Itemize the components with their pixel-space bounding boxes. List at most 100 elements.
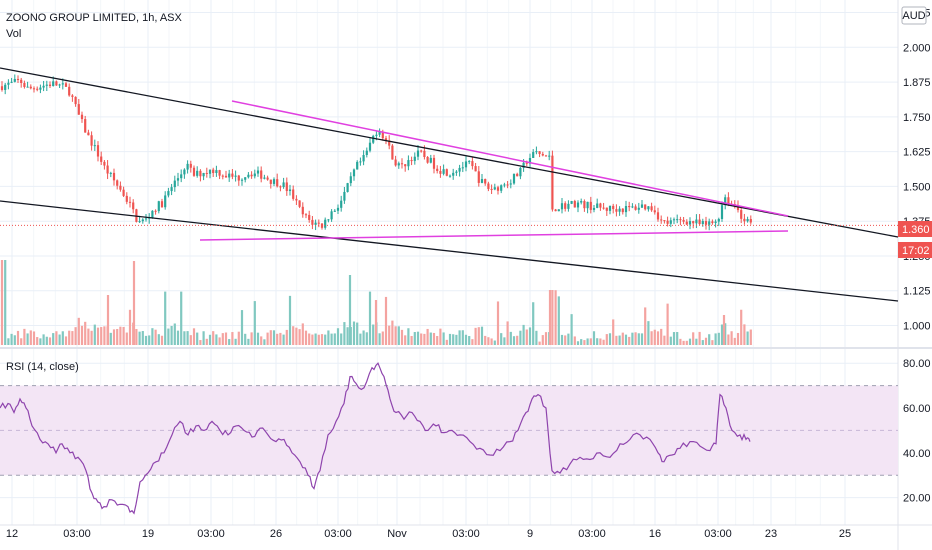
candle-body	[247, 174, 250, 178]
time-tick-label: 03:00	[452, 528, 480, 540]
volume-bar	[487, 337, 490, 345]
volume-bar	[394, 326, 397, 345]
volume-bar	[656, 331, 660, 345]
candle-body	[266, 177, 269, 180]
candle-body	[701, 221, 704, 225]
time-tick-label: 23	[765, 528, 777, 540]
candle-body	[365, 150, 368, 155]
candle-body	[151, 210, 154, 218]
volume-bar	[722, 315, 726, 345]
volume-bar	[348, 275, 352, 345]
volume-bars	[0, 260, 752, 345]
time-tick-label: 9	[527, 528, 533, 540]
candle-body	[484, 179, 487, 184]
volume-bar	[301, 323, 304, 345]
candle-body	[64, 83, 68, 87]
volume-bar	[151, 328, 154, 345]
time-tick-label: 03:00	[197, 528, 225, 540]
rsi-pane	[0, 362, 898, 515]
candle-body	[336, 207, 340, 211]
volume-bar	[538, 341, 541, 345]
candle-body	[596, 203, 599, 208]
candle-body	[116, 180, 119, 186]
candle-body	[439, 170, 442, 174]
price-tick-label: 1.500	[903, 181, 931, 193]
candle-body	[548, 155, 551, 157]
candle-body	[112, 172, 116, 181]
volume-bar	[263, 339, 266, 345]
candle-body	[333, 210, 336, 212]
volume-bar	[522, 324, 525, 345]
volume-bar	[189, 335, 192, 345]
candle-body	[516, 173, 519, 177]
volume-bar	[356, 322, 359, 345]
volume-bar	[676, 332, 679, 345]
volume-bar	[397, 326, 400, 345]
volume-bar	[464, 334, 468, 345]
candle-body	[29, 86, 32, 89]
candle-body	[717, 219, 720, 222]
volume-bar	[58, 334, 61, 345]
candle-body	[189, 163, 192, 168]
volume-bar	[480, 326, 484, 345]
volume-bar	[404, 335, 407, 345]
candle-body	[160, 201, 164, 208]
candle-body	[240, 179, 244, 181]
candle-body	[378, 131, 381, 135]
volume-bar	[644, 307, 647, 345]
candle-body	[103, 161, 106, 166]
volume-bar	[484, 335, 487, 345]
rsi-tick-label: 40.00	[903, 448, 931, 460]
volume-bar	[468, 336, 471, 345]
volume-bar	[144, 335, 148, 345]
volume-bar	[234, 338, 237, 345]
candle-body	[48, 84, 52, 87]
candle-body	[279, 186, 282, 188]
volume-bar	[442, 332, 445, 345]
candle-body	[592, 207, 596, 210]
candle-body	[400, 163, 404, 165]
time-tick-label: 26	[270, 528, 282, 540]
candle-body	[528, 157, 532, 164]
candle-body	[96, 145, 100, 157]
volume-bar	[605, 334, 608, 345]
candle-body	[576, 202, 580, 208]
candle-body	[650, 206, 653, 211]
candle-body	[52, 81, 55, 87]
candle-body	[551, 155, 554, 210]
candle-body	[23, 83, 26, 87]
candle-body	[359, 161, 362, 163]
time-axis[interactable]: 12 03:00 19 03:00 26 03:00 Nov 03:00 9 03:00 16 03:…	[6, 528, 851, 540]
time-tick-label: 16	[649, 528, 661, 540]
candle-body	[349, 176, 352, 184]
price-tick-label: 1.125	[903, 286, 931, 298]
candle-body	[647, 206, 650, 210]
candle-body	[384, 138, 388, 141]
candle-body	[426, 156, 429, 163]
rsi-axis[interactable]: 20.00 40.00 60.00 80.00	[903, 358, 931, 504]
volume-bar	[413, 332, 416, 345]
volume-bar	[592, 331, 596, 345]
volume-bar	[490, 338, 493, 345]
volume-bar	[247, 338, 250, 345]
candle-body	[410, 160, 413, 162]
candle-body	[84, 119, 87, 133]
candle-body	[164, 195, 167, 208]
volume-bar	[71, 331, 74, 345]
candle-body	[285, 182, 288, 192]
candle-body	[80, 114, 84, 120]
currency-badge[interactable]: AUD	[901, 6, 927, 25]
candle-body	[573, 201, 576, 208]
last-price-tag: 1.360	[898, 221, 932, 237]
candle-body	[237, 175, 240, 181]
candle-body	[672, 219, 676, 221]
volume-bar	[160, 335, 164, 345]
volume-bar	[692, 332, 695, 345]
volume-bar	[237, 331, 240, 345]
volume-bar	[221, 333, 224, 345]
candle-body	[679, 219, 682, 221]
candle-body	[125, 195, 128, 202]
volume-bar	[125, 332, 128, 345]
candle-body	[564, 203, 567, 209]
